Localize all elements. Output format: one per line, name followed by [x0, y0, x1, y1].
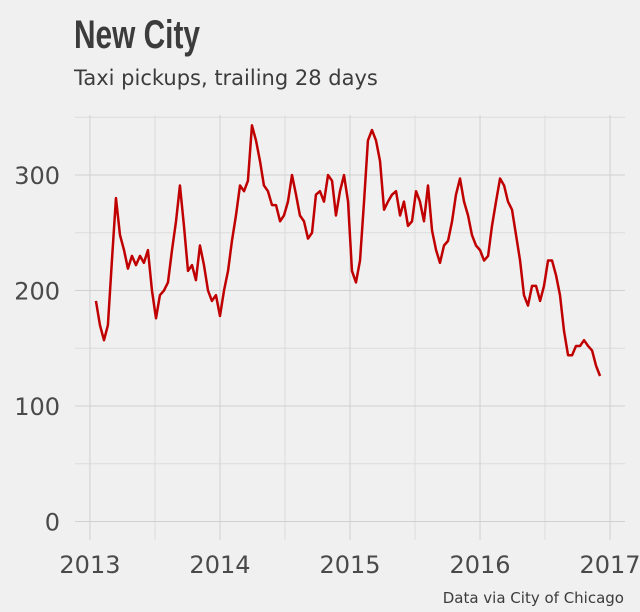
x-tick-label: 2014 — [189, 551, 250, 579]
source-note: Data via City of Chicago — [443, 589, 624, 607]
series-line — [94, 124, 602, 377]
x-tick-label: 2016 — [449, 551, 510, 579]
x-tick-label: 2015 — [319, 551, 380, 579]
x-tick-label: 2017 — [580, 551, 640, 579]
chart-subtitle: Taxi pickups, trailing 28 days — [73, 66, 378, 90]
chart-title: New City — [74, 13, 201, 57]
y-tick-label: 0 — [45, 509, 60, 537]
y-tick-label: 200 — [14, 278, 60, 306]
x-tick-label: 2013 — [59, 551, 120, 579]
y-tick-label: 300 — [14, 162, 60, 190]
y-tick-label: 100 — [14, 393, 60, 421]
